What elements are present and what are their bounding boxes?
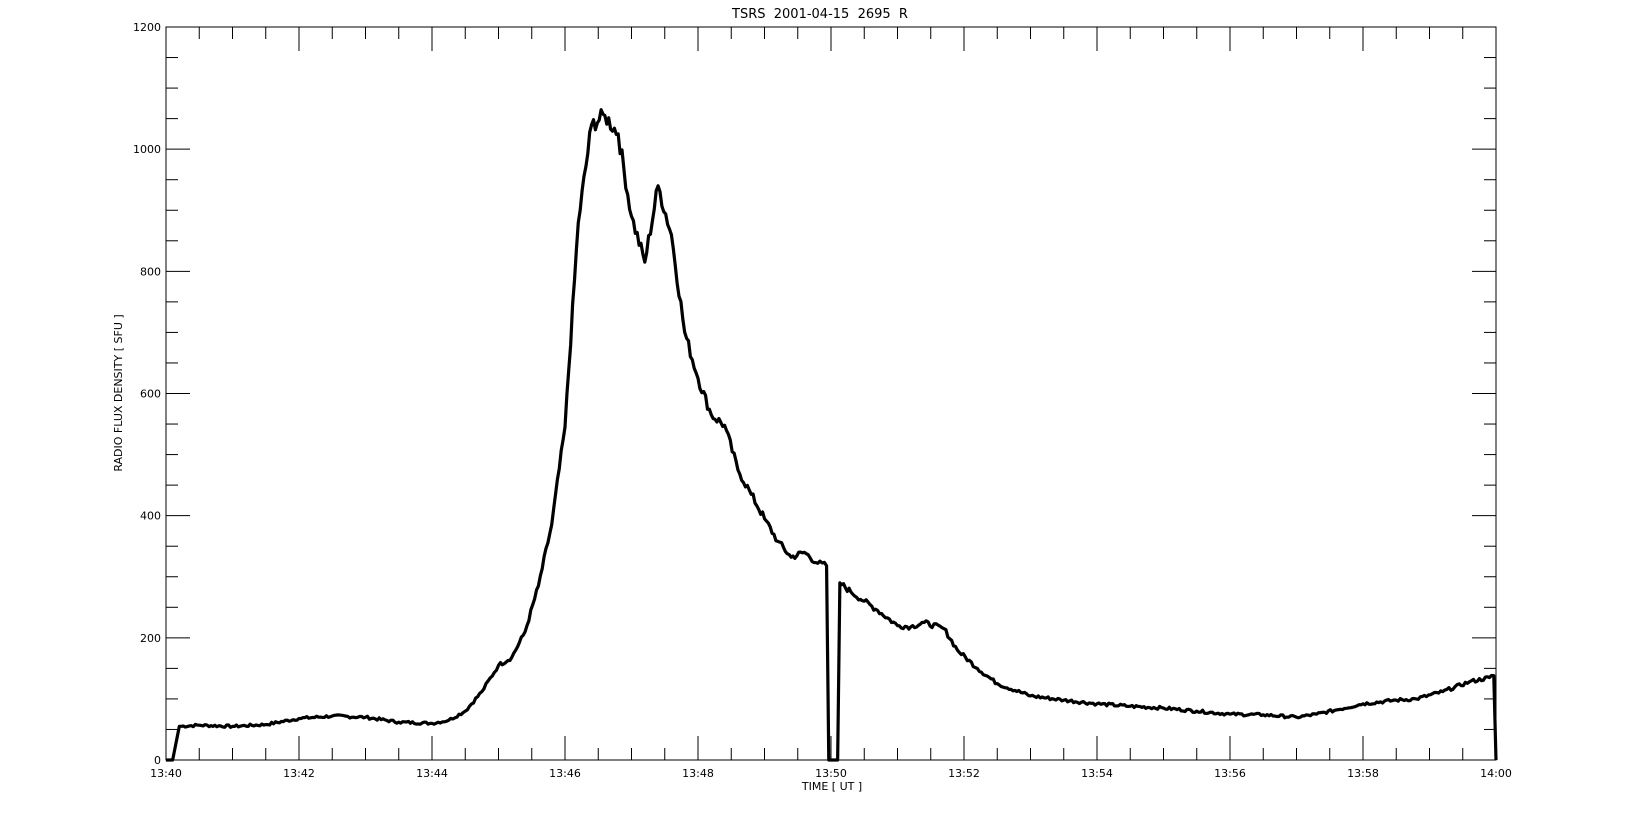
x-tick-label: 13:58 bbox=[1347, 767, 1379, 780]
y-axis-ticks: 0 200 400 600 800 1000 1200 bbox=[133, 21, 1496, 767]
y-tick-label: 1000 bbox=[133, 143, 161, 156]
x-tick-label: 14:00 bbox=[1480, 767, 1512, 780]
x-tick-label: 13:48 bbox=[682, 767, 714, 780]
series-line-flux bbox=[166, 108, 1498, 762]
y-tick-label: 800 bbox=[140, 265, 161, 278]
x-tick-label: 13:54 bbox=[1081, 767, 1113, 780]
x-axis-ticks: 13:40 13:42 13:44 13:46 13:48 13:50 13:52 13:54… bbox=[150, 27, 1512, 780]
x-tick-label: 13:50 bbox=[815, 767, 847, 780]
y-tick-label: 200 bbox=[140, 632, 161, 645]
y-tick-label: 1200 bbox=[133, 21, 161, 34]
x-tick-label: 13:42 bbox=[283, 767, 315, 780]
y-tick-label: 600 bbox=[140, 388, 161, 401]
x-tick-label: 13:52 bbox=[948, 767, 980, 780]
x-tick-label: 13:44 bbox=[416, 767, 448, 780]
chart-title: TSRS 2001-04-15 2695 R bbox=[731, 7, 908, 22]
y-axis-label: RADIO FLUX DENSITY [ SFU ] bbox=[112, 314, 125, 471]
y-tick-label: 0 bbox=[154, 754, 161, 767]
x-tick-label: 13:40 bbox=[150, 767, 182, 780]
x-tick-label: 13:56 bbox=[1214, 767, 1246, 780]
plot-frame bbox=[165, 26, 1497, 761]
x-tick-label: 13:46 bbox=[549, 767, 581, 780]
x-axis-label: TIME [ UT ] bbox=[801, 780, 862, 793]
y-tick-label: 400 bbox=[140, 510, 161, 523]
